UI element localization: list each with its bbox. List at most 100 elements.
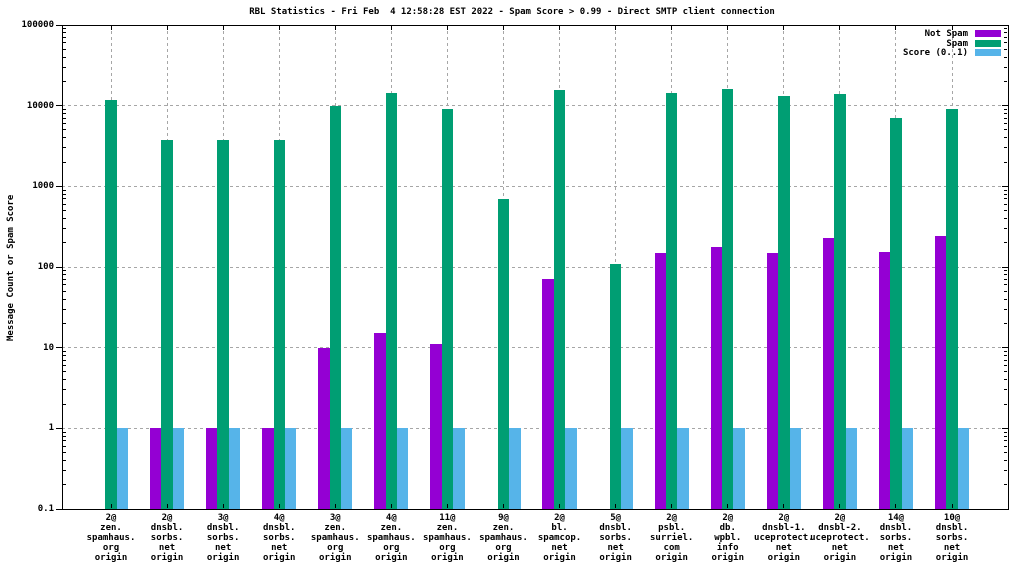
x-tick-bottom — [783, 504, 785, 508]
bar-spam — [609, 263, 622, 509]
bar-score-0-1 — [789, 428, 801, 509]
x-tick-bottom — [502, 504, 504, 508]
y-minor-tick-left — [63, 189, 66, 191]
bar-not-spam — [430, 344, 442, 509]
bar-score-0-1 — [901, 428, 914, 509]
bar-score-0-1 — [116, 428, 129, 509]
y-minor-tick-left — [63, 435, 66, 437]
y-minor-tick-right — [1004, 66, 1007, 68]
y-minor-tick-left — [63, 274, 66, 276]
x-tick-top — [278, 26, 280, 30]
x-category-label: 2@ bl. spamcop. net origin — [537, 513, 582, 563]
y-minor-tick-right — [1004, 403, 1007, 405]
y-minor-tick-left — [63, 217, 66, 219]
y-minor-tick-right — [1004, 298, 1007, 300]
y-tick-label: 10000 — [26, 100, 54, 111]
y-minor-tick-left — [63, 147, 66, 149]
y-minor-tick-left — [63, 365, 66, 367]
y-major-tick-right — [1002, 105, 1008, 107]
y-minor-tick-right — [1004, 389, 1007, 391]
y-tick-label: 1 — [48, 423, 54, 434]
y-minor-tick-right — [1004, 48, 1007, 50]
y-minor-tick-right — [1004, 112, 1007, 114]
bar-spam — [497, 198, 510, 509]
y-minor-tick-right — [1004, 445, 1007, 447]
h-gridline — [62, 427, 1008, 429]
x-tick-bottom — [727, 504, 729, 508]
y-minor-tick-right — [1004, 198, 1007, 200]
y-minor-tick-right — [1004, 137, 1007, 139]
bar-not-spam — [766, 252, 779, 509]
y-minor-tick-right — [1004, 365, 1007, 367]
bar-score-0-1 — [172, 428, 185, 509]
y-minor-tick-right — [1004, 189, 1007, 191]
y-major-tick-left — [56, 105, 62, 107]
x-tick-top — [839, 26, 841, 30]
bar-score-0-1 — [397, 428, 409, 509]
y-minor-tick-right — [1004, 108, 1007, 110]
y-minor-tick-right — [1004, 274, 1007, 276]
y-minor-tick-left — [63, 242, 66, 244]
legend-label: Not Spam — [924, 29, 968, 39]
y-minor-tick-left — [63, 470, 66, 471]
y-minor-tick-left — [63, 452, 66, 454]
bar-not-spam — [262, 428, 274, 509]
x-tick-top — [671, 26, 673, 30]
y-minor-tick-left — [63, 56, 66, 58]
x-tick-bottom — [166, 504, 168, 508]
bar-score-0-1 — [621, 428, 633, 509]
x-tick-bottom — [559, 504, 561, 508]
y-minor-tick-left — [63, 129, 66, 131]
bar-spam — [329, 105, 341, 509]
chart-title: RBL Statistics - Fri Feb 4 12:58:28 EST … — [249, 7, 775, 17]
y-major-tick-right — [1002, 24, 1008, 26]
y-minor-tick-left — [63, 290, 66, 292]
y-minor-tick-left — [63, 210, 66, 212]
y-minor-tick-right — [1004, 322, 1007, 324]
h-gridline — [62, 266, 1008, 268]
x-category-label: 4@ dnsbl. sorbs. net origin — [262, 513, 296, 563]
x-category-label: 2@ dnsbl-1. uceprotect. net origin — [754, 513, 814, 563]
x-tick-top — [502, 26, 504, 30]
y-minor-tick-right — [1004, 129, 1007, 131]
y-minor-tick-right — [1004, 203, 1007, 205]
y-major-tick-right — [1002, 427, 1008, 429]
y-minor-tick-left — [63, 137, 66, 139]
bar-score-0-1 — [284, 428, 297, 509]
bar-spam — [834, 93, 846, 509]
y-minor-tick-right — [1004, 284, 1007, 286]
y-minor-tick-right — [1004, 242, 1007, 244]
x-category-label: 2@ dnsbl-2. uceprotect. net origin — [810, 513, 870, 563]
y-minor-tick-left — [63, 161, 66, 163]
y-minor-tick-right — [1004, 470, 1007, 471]
x-tick-top — [166, 26, 168, 30]
y-minor-tick-left — [63, 322, 66, 324]
x-category-label: 11@ zen. spamhaus. org origin — [423, 513, 472, 563]
y-minor-tick-left — [63, 108, 66, 110]
y-minor-tick-left — [63, 440, 66, 442]
y-major-tick-left — [56, 24, 62, 26]
y-minor-tick-right — [1004, 270, 1007, 272]
y-minor-tick-right — [1004, 290, 1007, 292]
bar-spam — [441, 109, 454, 509]
y-minor-tick-left — [63, 379, 66, 381]
bar-score-0-1 — [565, 428, 577, 509]
y-minor-tick-left — [63, 278, 66, 280]
bar-spam — [722, 89, 734, 509]
y-minor-tick-right — [1004, 32, 1007, 34]
x-category-label: 3@ zen. spamhaus. org origin — [310, 513, 360, 563]
y-minor-tick-left — [63, 403, 66, 405]
y-minor-tick-left — [63, 28, 66, 30]
y-minor-tick-left — [63, 123, 66, 125]
x-category-label: 2@ zen. spamhaus. org origin — [86, 513, 136, 563]
y-minor-tick-right — [1004, 217, 1007, 219]
bar-not-spam — [374, 333, 386, 509]
bar-not-spam — [542, 278, 554, 509]
y-major-tick-right — [1002, 185, 1008, 187]
y-tick-label: 1000 — [32, 181, 54, 192]
x-tick-top — [895, 26, 897, 30]
y-minor-tick-right — [1004, 350, 1007, 352]
bar-spam — [946, 108, 958, 509]
x-category-label: 14@ dnsbl. sorbs. net origin — [879, 513, 913, 563]
